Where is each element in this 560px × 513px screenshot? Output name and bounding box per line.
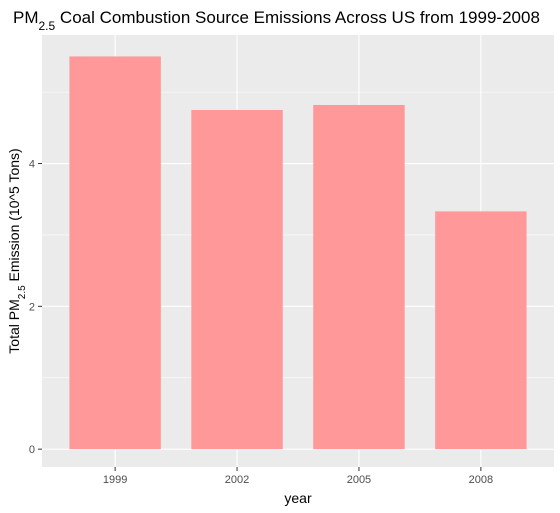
x-tick-label: 2005 xyxy=(347,474,371,486)
x-axis: 1999 2002 2005 2008 xyxy=(103,467,493,486)
bar-2005 xyxy=(313,104,405,450)
x-tick-label: 2008 xyxy=(469,474,493,486)
chart-title: PM2.5 Coal Combustion Source Emissions A… xyxy=(13,8,540,33)
bars xyxy=(69,56,527,450)
x-tick-label: 2002 xyxy=(225,474,249,486)
y-tick-label: 4 xyxy=(29,159,35,171)
x-tick-label: 1999 xyxy=(103,474,127,486)
y-axis: 0 2 4 xyxy=(29,159,42,456)
bar-2008 xyxy=(435,211,527,450)
y-tick-label: 0 xyxy=(29,444,35,456)
x-axis-title: year xyxy=(284,490,312,506)
y-axis-title: Total PM2.5 Emission (10^5 Tons) xyxy=(6,148,28,353)
bar-2002 xyxy=(191,109,283,450)
bar-1999 xyxy=(69,56,161,450)
y-tick-label: 2 xyxy=(29,301,35,313)
